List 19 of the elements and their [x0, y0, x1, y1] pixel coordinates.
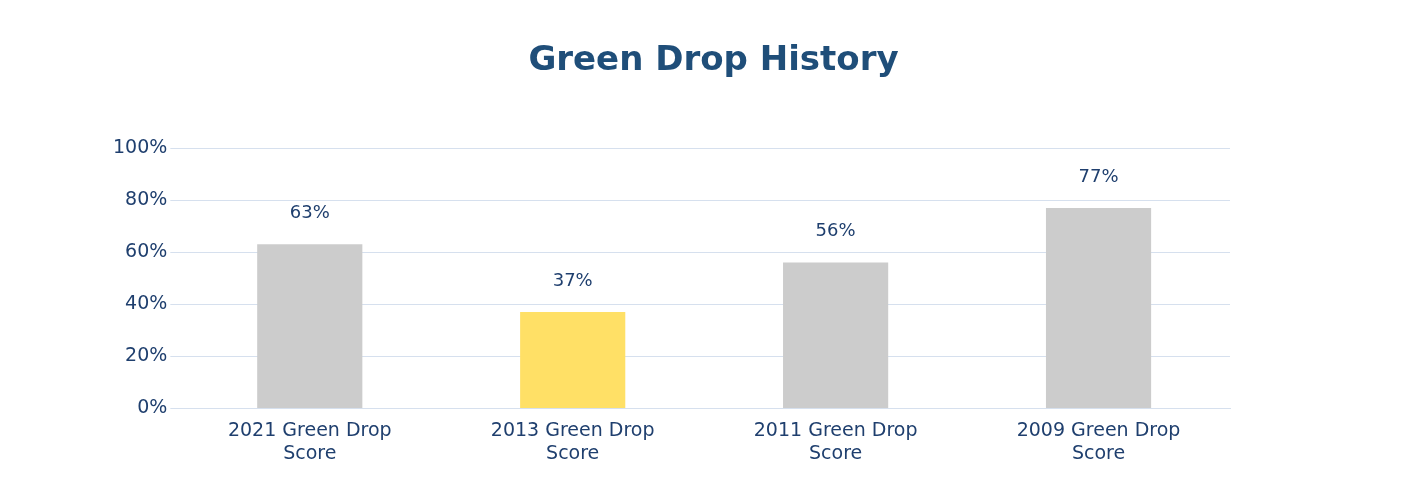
bar — [1045, 207, 1152, 408]
y-tick-label: 100% — [112, 134, 168, 157]
x-tick-label: 2009 Green Drop Score — [1016, 417, 1181, 463]
y-tick-label: 0% — [137, 395, 168, 418]
y-tick-label: 60% — [125, 239, 168, 262]
y-tick-label: 20% — [125, 343, 168, 366]
bar — [520, 312, 626, 408]
chart-title: Green Drop History — [527, 38, 900, 80]
data-label: 63% — [289, 201, 330, 223]
x-tick-label: 2013 Green Drop Score — [490, 417, 655, 463]
y-tick-label: 80% — [125, 187, 168, 210]
data-label: 37% — [552, 268, 593, 290]
bar — [257, 244, 363, 408]
y-tick-label: 40% — [125, 291, 168, 314]
x-tick-label: 2011 Green Drop Score — [753, 417, 918, 463]
x-tick-label: 2021 Green Drop Score — [227, 417, 392, 463]
data-label: 56% — [815, 219, 856, 241]
bar — [783, 262, 889, 408]
data-label: 77% — [1078, 164, 1119, 186]
